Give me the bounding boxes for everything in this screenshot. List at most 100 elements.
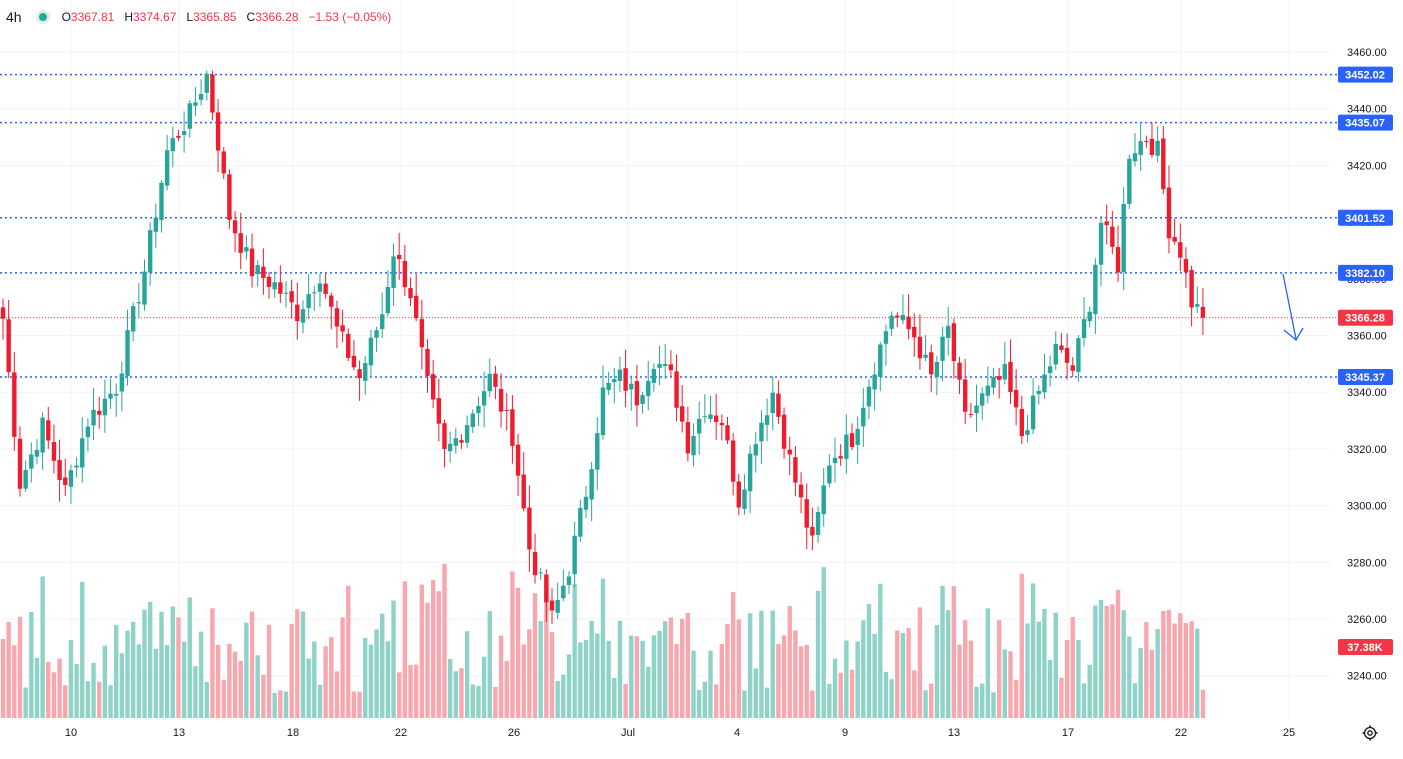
volume-bar [232, 651, 238, 718]
volume-bar [447, 658, 453, 718]
settings-gear-icon[interactable] [1362, 725, 1378, 741]
level-badge [1338, 114, 1393, 131]
volume-bar [1183, 623, 1189, 718]
volume-bar [425, 602, 430, 718]
market-status-icon[interactable] [35, 10, 50, 24]
candle-body [80, 438, 85, 468]
volume-bar [312, 641, 317, 718]
volume-bar [244, 622, 249, 718]
candle-body [51, 442, 57, 461]
chart-grid [0, 0, 1330, 718]
price-axis[interactable]: 3460.003440.003420.003400.003380.003360.… [1347, 47, 1387, 683]
candle-body [646, 380, 651, 397]
candle-body [317, 283, 323, 292]
volume-bar [481, 656, 487, 718]
candle-body [889, 315, 894, 329]
volume-bar [702, 681, 708, 718]
volume-bar [1025, 623, 1030, 718]
candle-body [1042, 374, 1047, 393]
candle-body [23, 470, 28, 489]
horizontal-levels[interactable] [0, 73, 1338, 378]
volume-bar [1076, 639, 1081, 718]
candle-body [759, 422, 764, 442]
candle-body [1189, 270, 1194, 308]
volume-bar [289, 624, 294, 718]
candle-body [346, 333, 351, 358]
candle-body [340, 325, 345, 332]
down-arrow-drawing[interactable] [1282, 273, 1304, 341]
candle-body [979, 393, 985, 406]
volume-bar [651, 635, 657, 718]
volume-bars [0, 563, 1206, 718]
volume-bar [187, 597, 192, 718]
candle-body [815, 512, 821, 535]
volume-bar [538, 621, 543, 718]
volume-bar [583, 639, 589, 718]
volume-bar [12, 645, 17, 718]
volume-bar [142, 609, 147, 718]
volume-bar [334, 671, 340, 718]
candle-body [419, 319, 425, 348]
candle-body [747, 453, 753, 492]
high-label: H [124, 10, 133, 24]
candle-body [442, 423, 447, 449]
volume-bar [759, 610, 764, 718]
candle-body [85, 426, 91, 438]
volume-bar [368, 644, 374, 718]
volume-bar [1098, 599, 1104, 718]
volume-bar [380, 613, 385, 718]
candle-body [493, 373, 498, 387]
candle-body [481, 391, 487, 406]
time-axis[interactable]: 10 13 18 22 26 Jul 4 9 13 17 22 25 [65, 727, 1295, 739]
candle-body [968, 414, 974, 416]
candle-body [708, 414, 713, 420]
candle-body [329, 295, 334, 307]
candle-body [261, 266, 266, 279]
candle-body [244, 247, 249, 252]
level-badge-text: 3345.37 [1345, 372, 1385, 384]
volume-bar [793, 630, 798, 718]
candle-body [595, 433, 600, 470]
volume-bar [1161, 610, 1166, 718]
volume-bar [283, 691, 289, 718]
volume-bar [1093, 605, 1098, 718]
candle-body [1093, 264, 1098, 315]
volume-bar [736, 619, 741, 718]
last-price-badge [1338, 309, 1393, 326]
candle-body [685, 422, 691, 454]
volume-bar [17, 616, 23, 718]
candle-body [40, 417, 45, 453]
candle-body [640, 395, 645, 404]
candle-body [810, 526, 815, 536]
timeframe-label[interactable]: 4h [6, 9, 22, 25]
price-tick-label: 3340.00 [1347, 387, 1387, 399]
volume-bar [906, 628, 911, 718]
candle-body [793, 457, 798, 483]
price-tick-label: 3280.00 [1347, 557, 1387, 569]
candle-body [300, 309, 306, 323]
candle-body [34, 449, 40, 457]
volume-bar [1121, 610, 1126, 718]
candle-body [1053, 343, 1058, 365]
volume-bar [515, 587, 521, 718]
volume-bar [255, 655, 260, 718]
volume-bar [640, 640, 645, 718]
candle-body [521, 474, 526, 509]
volume-bar [555, 680, 560, 718]
volume-bar [357, 691, 362, 718]
candlesticks [0, 70, 1206, 625]
candle-body [668, 364, 674, 371]
candle-body [459, 440, 464, 443]
candle-body [1115, 247, 1121, 273]
candle-body [1002, 364, 1008, 380]
candle-body [68, 470, 74, 487]
candle-body [849, 433, 855, 448]
candle-body [1030, 395, 1036, 430]
candle-body [600, 387, 606, 436]
candle-body [566, 576, 572, 585]
volume-bar [85, 681, 91, 718]
candle-body [249, 248, 255, 277]
volume-bar [68, 640, 74, 718]
volume-bar [136, 644, 142, 718]
